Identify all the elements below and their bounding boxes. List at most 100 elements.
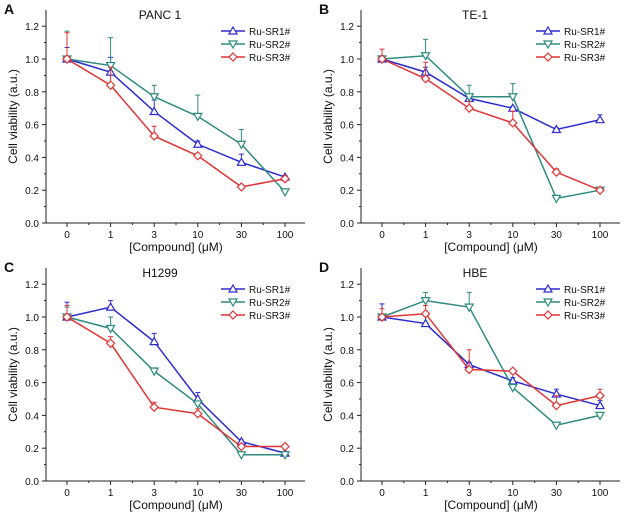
y-tick-label: 0.0 [25,477,39,488]
y-tick-label: 0.8 [25,346,39,357]
x-tick-label: 30 [236,230,248,241]
data-point-ru-sr2 [420,297,431,306]
x-tick-label: 3 [151,230,157,241]
data-point-ru-sr2 [149,93,160,102]
x-tick-label: 100 [277,230,294,241]
data-point-ru-sr3 [280,441,290,452]
data-point-ru-sr3 [507,118,518,128]
chart-panel-d: D HBE 0.0 0.2 0.4 0.6 0.8 1.0 1.2 0 1 3 10 30 100 [Comp… [319,259,620,512]
x-tick-label: 10 [192,230,204,241]
legend-label: Ru-SR3# [564,311,606,322]
data-point-ru-sr3 [420,73,431,84]
panel-label: D [319,259,329,275]
x-tick-label: 3 [151,488,157,499]
legend-marker-ru-sr1 [227,25,239,35]
data-point-ru-sr3 [420,308,431,319]
data-point-ru-sr3 [149,131,160,141]
data-point-ru-sr3 [62,312,72,322]
series-line-ru-sr3 [381,58,601,191]
y-tick-label: 0.6 [25,121,39,132]
y-axis-label: Cell viability (a.u.) [6,327,20,422]
y-tick-label: 0.2 [25,444,39,455]
x-axis-label: [Compound] (μM) [444,240,538,254]
legend-marker-ru-sr2 [227,298,239,308]
data-point-ru-sr1 [594,114,606,124]
y-tick-label: 0.8 [340,88,354,99]
chart-title: H1299 [142,266,178,280]
data-point-ru-sr1 [551,124,562,134]
data-point-ru-sr3 [551,167,562,178]
y-tick-label: 0.2 [25,186,39,197]
data-point-ru-sr1 [149,336,160,346]
legend-marker-ru-sr1 [542,25,554,35]
series-line-ru-sr3 [381,312,601,407]
series-line-ru-sr2 [381,299,601,427]
panel-label: A [4,1,14,17]
legend-marker-ru-sr3 [228,310,238,320]
x-tick-label: 100 [592,230,609,241]
data-point-ru-sr3 [62,54,72,64]
x-tick-label: 30 [551,230,563,241]
data-point-ru-sr1 [236,157,247,166]
x-tick-label: 1 [108,230,114,241]
y-tick-label: 0.0 [340,219,354,230]
data-point-ru-sr2 [551,194,562,204]
y-tick-label: 1.0 [340,55,354,66]
y-axis-label: Cell viability (a.u.) [321,327,335,422]
y-tick-label: 0.4 [25,411,39,422]
x-tick-label: 10 [192,488,204,499]
data-point-ru-sr2 [464,303,475,313]
data-point-ru-sr2 [236,451,247,460]
data-point-ru-sr2 [279,188,291,198]
x-tick-label: 10 [507,488,519,499]
y-tick-label: 1.2 [25,280,39,291]
data-point-ru-sr3 [236,182,247,192]
data-point-ru-sr2 [420,52,431,61]
data-point-ru-sr2 [464,93,475,102]
chart-title: TE-1 [462,8,488,22]
data-point-ru-sr3 [464,364,475,375]
chart-title: HBE [463,266,488,280]
data-point-ru-sr3 [105,80,116,91]
y-tick-label: 0.6 [25,379,39,390]
data-point-ru-sr3 [551,400,562,411]
legend-label: Ru-SR1# [564,285,606,296]
x-tick-label: 1 [423,488,429,499]
y-tick-label: 0.4 [340,153,354,164]
data-point-ru-sr2 [192,112,203,122]
data-point-ru-sr1 [149,106,160,116]
chart-panel-a: A PANC 1 0.0 0.2 0.4 0.6 0.8 1.0 1.2 0 1 3 10 30 100 [C… [4,1,305,254]
legend-marker-ru-sr1 [227,283,239,293]
series-line-ru-sr3 [66,58,286,188]
data-point-ru-sr3 [280,173,290,184]
legend-marker-ru-sr3 [228,52,238,62]
y-tick-label: 1.0 [25,55,39,66]
series-line-ru-sr1 [381,58,601,131]
data-point-ru-sr3 [464,103,475,114]
legend-marker-ru-sr1 [542,283,554,293]
series-line-ru-sr2 [66,58,286,193]
legend-label: Ru-SR2# [564,298,606,309]
data-point-ru-sr2 [192,400,203,410]
y-tick-label: 0.0 [25,219,39,230]
series-line-ru-sr1 [66,58,286,178]
x-tick-label: 1 [423,230,429,241]
legend-marker-ru-sr3 [543,52,553,62]
y-axis-label: Cell viability (a.u.) [321,69,335,164]
legend-label: Ru-SR3# [249,311,291,322]
legend-marker-ru-sr3 [543,310,553,320]
x-axis-label: [Compound] (μM) [129,240,223,254]
y-tick-label: 0.4 [25,153,39,164]
legend-marker-ru-sr2 [542,40,554,50]
data-point-ru-sr1 [192,139,203,148]
y-tick-label: 1.0 [25,313,39,324]
data-point-ru-sr3 [105,338,116,349]
chart-panel-c: C H1299 0.0 0.2 0.4 0.6 0.8 1.0 1.2 0 1 3 10 30 100 [Co… [4,259,305,512]
panel-label: B [319,1,329,17]
x-tick-label: 0 [379,230,385,241]
x-axis-label: [Compound] (μM) [444,498,538,512]
data-point-ru-sr2 [105,61,116,71]
legend-marker-ru-sr2 [227,40,239,50]
y-tick-label: 0.0 [340,477,354,488]
